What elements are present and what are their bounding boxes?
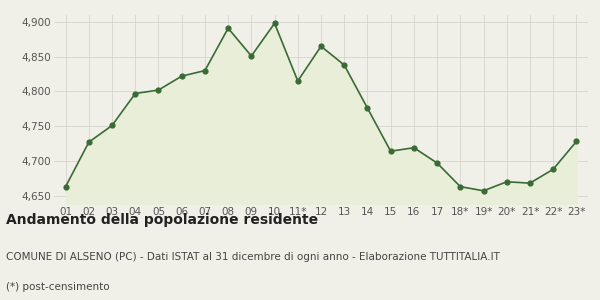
Point <box>84 140 94 145</box>
Point <box>409 145 419 150</box>
Text: (*) post-censimento: (*) post-censimento <box>6 282 110 292</box>
Point <box>270 21 280 26</box>
Point <box>154 88 163 92</box>
Point <box>200 68 210 73</box>
Point <box>223 26 233 31</box>
Point <box>177 74 187 79</box>
Point <box>548 167 558 172</box>
Point <box>572 139 581 144</box>
Text: COMUNE DI ALSENO (PC) - Dati ISTAT al 31 dicembre di ogni anno - Elaborazione TU: COMUNE DI ALSENO (PC) - Dati ISTAT al 31… <box>6 252 500 262</box>
Point <box>130 91 140 96</box>
Point <box>525 181 535 186</box>
Point <box>340 63 349 68</box>
Point <box>61 184 70 189</box>
Point <box>362 106 372 110</box>
Point <box>247 54 256 58</box>
Point <box>386 149 395 154</box>
Point <box>455 184 465 189</box>
Point <box>293 79 302 83</box>
Point <box>502 179 512 184</box>
Point <box>107 123 117 128</box>
Point <box>316 44 326 49</box>
Point <box>479 188 488 193</box>
Point <box>432 160 442 165</box>
Text: Andamento della popolazione residente: Andamento della popolazione residente <box>6 213 318 227</box>
